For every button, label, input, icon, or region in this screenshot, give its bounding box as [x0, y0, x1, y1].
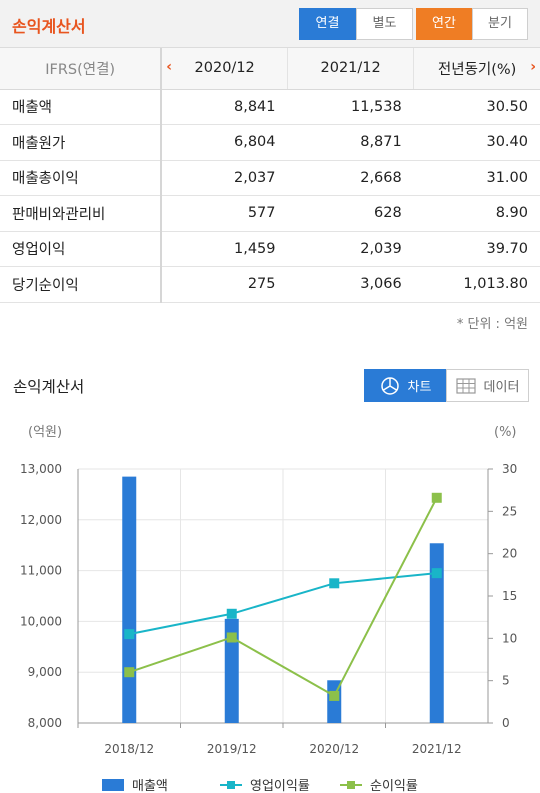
right-axis-unit: (%): [494, 425, 517, 440]
chevron-right-icon[interactable]: ›: [530, 59, 536, 75]
cell-value: 628: [287, 195, 414, 232]
ifrs-basis-label: IFRS(연결): [0, 48, 163, 90]
table-header-row: IFRS(연결) ‹ 2020/12 2021/12 전년동기(%) ›: [0, 48, 540, 90]
consolidated-button[interactable]: 연결: [299, 8, 356, 40]
right-tick-label: 15: [502, 589, 517, 603]
left-tick-label: 9,000: [28, 665, 62, 679]
row-label: 매출액: [0, 89, 163, 125]
table-row: 당기순이익 275 3,066 1,013.80: [0, 266, 540, 303]
cell-value: 39.70: [413, 231, 540, 267]
right-tick-label: 0: [502, 716, 510, 730]
chart-view-label: 차트: [407, 380, 432, 395]
annual-button[interactable]: 연간: [416, 8, 472, 40]
legend-item-net-margin[interactable]: 순이익률: [340, 775, 418, 793]
cell-value: 30.50: [413, 89, 540, 125]
right-tick-label: 20: [502, 547, 517, 561]
cell-value: 2,668: [287, 160, 414, 196]
table-row: 매출액 8,841 11,538 30.50: [0, 89, 540, 125]
table-row: 영업이익 1,459 2,039 39.70: [0, 231, 540, 267]
cell-value: 6,804: [161, 124, 288, 161]
line-swatch-icon: [340, 780, 362, 789]
row-label: 판매비와관리비: [0, 195, 163, 232]
basis-toggle: 연결 별도: [299, 8, 413, 40]
data-point: [329, 578, 340, 589]
legend-item-operating-margin[interactable]: 영업이익률: [220, 775, 310, 793]
cell-value: 8,871: [287, 124, 414, 161]
data-point: [329, 690, 340, 701]
chevron-left-icon[interactable]: ‹: [166, 59, 173, 75]
bar: [429, 543, 444, 723]
data-point: [431, 492, 442, 503]
legend-label: 영업이익률: [250, 779, 310, 793]
period-toggle: 연간 분기: [416, 8, 528, 40]
legend-label: 매출액: [132, 779, 168, 793]
row-label: 매출원가: [0, 124, 163, 161]
legend-label: 순이익률: [370, 779, 418, 793]
cell-value: 30.40: [413, 124, 540, 161]
left-tick-label: 11,000: [20, 564, 62, 578]
table-row: 매출원가 6,804 8,871 30.40: [0, 124, 540, 161]
series-line: [128, 497, 438, 698]
cell-value: 3,066: [287, 266, 414, 303]
cell-value: 577: [161, 195, 288, 232]
cell-value: 275: [161, 266, 288, 303]
unit-note: * 단위 : 억원: [456, 317, 528, 332]
column-header: 2021/12: [287, 48, 415, 90]
right-tick-label: 5: [502, 674, 510, 688]
line-swatch-icon: [220, 780, 242, 789]
x-tick-label: 2020/12: [309, 742, 359, 756]
column-header: ‹ 2020/12: [161, 48, 289, 90]
cell-value: 2,037: [161, 160, 288, 196]
left-tick-label: 13,000: [20, 462, 62, 476]
row-label: 당기순이익: [0, 266, 163, 303]
right-tick-label: 30: [502, 462, 517, 476]
column-header: 전년동기(%) ›: [413, 48, 540, 90]
x-tick-label: 2021/12: [412, 742, 462, 756]
chart-legend: 매출액 영업이익률 순이익률: [0, 775, 540, 793]
data-point: [124, 629, 135, 640]
cell-value: 2,039: [287, 231, 414, 267]
data-point: [226, 632, 237, 643]
chart-view-button[interactable]: 차트: [364, 369, 447, 402]
bar: [224, 618, 239, 723]
table-row: 판매비와관리비 577 628 8.90: [0, 195, 540, 232]
separate-button[interactable]: 별도: [356, 8, 413, 40]
bar: [122, 476, 137, 723]
cell-value: 1,013.80: [413, 266, 540, 303]
x-tick-label: 2018/12: [104, 742, 154, 756]
cell-value: 8.90: [413, 195, 540, 232]
right-tick-label: 10: [502, 631, 517, 645]
left-tick-label: 8,000: [28, 716, 62, 730]
header-bar: 손익계산서 연결 별도 연간 분기: [0, 0, 540, 48]
data-point: [226, 608, 237, 619]
table-grid-icon: [455, 377, 476, 394]
data-view-label: 데이터: [483, 380, 520, 395]
row-label: 영업이익: [0, 231, 163, 267]
quarterly-button[interactable]: 분기: [472, 8, 528, 40]
chart-section-title: 손익계산서: [13, 378, 85, 396]
cell-value: 1,459: [161, 231, 288, 267]
left-tick-label: 12,000: [20, 513, 62, 527]
legend-item-sales[interactable]: 매출액: [102, 775, 168, 793]
left-axis-unit: (억원): [28, 425, 62, 440]
x-tick-label: 2019/12: [207, 742, 257, 756]
data-view-button[interactable]: 데이터: [446, 369, 529, 402]
cell-value: 8,841: [161, 89, 288, 125]
cell-value: 11,538: [287, 89, 414, 125]
data-point: [431, 568, 442, 579]
series-line: [129, 572, 437, 636]
bar-swatch-icon: [102, 778, 124, 791]
table-row: 매출총이익 2,037 2,668 31.00: [0, 160, 540, 196]
cell-value: 31.00: [413, 160, 540, 196]
income-chart: (억원) (%) 13,000 12,000 11,000 10,000 9,000 8,…: [20, 425, 517, 756]
data-point: [124, 667, 135, 678]
row-label: 매출총이익: [0, 160, 163, 196]
left-tick-label: 10,000: [20, 614, 62, 628]
income-statement-table: IFRS(연결) ‹ 2020/12 2021/12 전년동기(%) › 매출액…: [0, 48, 540, 303]
page-title: 손익계산서: [12, 17, 86, 36]
pie-chart-icon: [380, 376, 399, 395]
right-tick-label: 25: [502, 504, 517, 518]
